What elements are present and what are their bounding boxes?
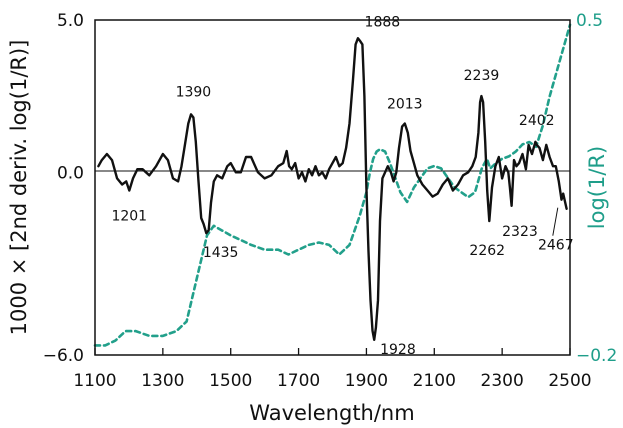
peak-annotation-label: 2402 (519, 113, 555, 129)
y-left-tick-label: −6.0 (43, 346, 84, 366)
peak-annotation-label: 1390 (176, 84, 212, 100)
x-tick-label: 1500 (209, 371, 252, 391)
peak-annotation-label: 2262 (469, 243, 505, 259)
peak-annotation-label: 1435 (203, 245, 239, 261)
peak-annotation-label: 1928 (380, 342, 416, 358)
x-tick-label: 1900 (345, 371, 388, 391)
peak-annotation-label: 2467 (538, 238, 574, 254)
y-axis-label-left: 1000 × [2nd deriv. log(1/R)] (7, 40, 31, 336)
log-reflectance-series-line (93, 23, 572, 347)
peak-annotation-label: 1201 (111, 209, 147, 225)
plot-frame (94, 19, 571, 356)
x-tick-label: 2300 (481, 371, 524, 391)
annotations-layer: 1201 1390 1435 1888 1928 2013 2239 2262 2323 2402… (111, 14, 573, 358)
secondary-series-layer (93, 23, 572, 347)
primary-series-layer (97, 37, 568, 341)
second-derivative-series-line (97, 37, 568, 341)
x-tick-label: 1100 (73, 371, 116, 391)
y-right-tick-label: −0.2 (576, 346, 617, 366)
x-axis-label: Wavelength/nm (249, 401, 414, 425)
peak-annotation-label: 2239 (464, 68, 500, 84)
x-tick-label: 1300 (141, 371, 184, 391)
peak-annotation-label: 1888 (365, 14, 401, 30)
annotation-leader-line (552, 207, 559, 236)
peak-annotation-label: 2013 (387, 97, 423, 113)
y-axis-label-right: log(1/R) (585, 146, 609, 229)
peak-annotation-label: 2323 (502, 224, 538, 240)
y-right-tick-label: 0.5 (576, 11, 603, 31)
x-tick-label: 1700 (277, 371, 320, 391)
ticks-layer: 1100 1300 1500 1700 1900 2100 2300 2500 5.0 0.0 −6… (43, 11, 618, 391)
y-left-tick-label: 5.0 (57, 11, 84, 31)
x-tick-label: 2100 (413, 371, 456, 391)
x-tick-label: 2500 (548, 371, 591, 391)
y-left-tick-label: 0.0 (57, 163, 84, 183)
